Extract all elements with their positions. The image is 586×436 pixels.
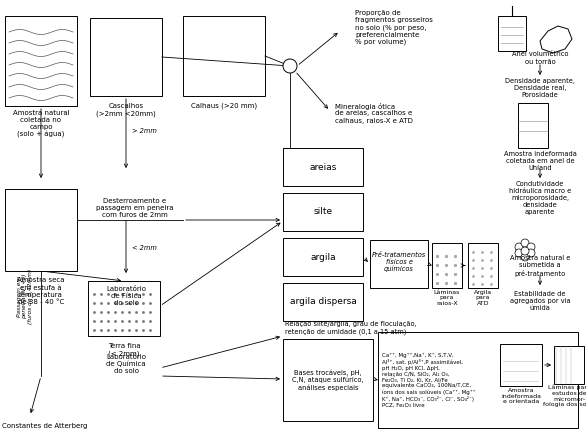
Ellipse shape — [50, 195, 60, 203]
Circle shape — [521, 239, 529, 247]
Text: Laboratório
de Química
do solo: Laboratório de Química do solo — [106, 354, 146, 374]
Text: Amostra natural
coletada no
campo
(solo + água): Amostra natural coletada no campo (solo … — [13, 110, 69, 138]
Text: Amostra indeformada
coletada em anel de
Uhland: Amostra indeformada coletada em anel de … — [503, 151, 577, 171]
Bar — [500, 344, 542, 386]
Bar — [283, 238, 363, 276]
Text: Laboratório
de Física
do solo: Laboratório de Física do solo — [106, 286, 146, 306]
Ellipse shape — [10, 242, 20, 249]
Text: Anel volumétrico
ou torrão: Anel volumétrico ou torrão — [512, 51, 568, 65]
Ellipse shape — [10, 198, 20, 204]
Text: Mineralogia ótica
de areias, cascalhos e
calhaus, raios-X e ATD: Mineralogia ótica de areias, cascalhos e… — [335, 102, 413, 123]
Bar — [283, 339, 373, 421]
Ellipse shape — [45, 39, 56, 47]
Ellipse shape — [33, 218, 43, 225]
Text: Argila
para
ATD: Argila para ATD — [474, 290, 492, 307]
Ellipse shape — [110, 82, 120, 90]
Ellipse shape — [97, 70, 107, 78]
Ellipse shape — [39, 57, 50, 65]
Bar — [554, 346, 584, 384]
Ellipse shape — [22, 87, 33, 95]
Text: Amostra natural e
submetida a
pré-tratamento: Amostra natural e submetida a pré-tratam… — [510, 255, 570, 276]
Ellipse shape — [33, 240, 43, 248]
Ellipse shape — [7, 221, 17, 228]
Ellipse shape — [53, 245, 63, 252]
Bar — [5, 16, 77, 106]
Circle shape — [521, 247, 529, 255]
Bar — [183, 16, 265, 96]
Text: Bases trocáveis, pH,
C,N, ataque sulfúrico,
análises especiais: Bases trocáveis, pH, C,N, ataque sulfúri… — [292, 369, 364, 391]
Ellipse shape — [42, 229, 52, 237]
Polygon shape — [540, 26, 572, 53]
Text: Cascalhos
(>2mm <20mm): Cascalhos (>2mm <20mm) — [96, 103, 156, 117]
Ellipse shape — [15, 17, 26, 25]
Text: Lâminas
para
raios-X: Lâminas para raios-X — [434, 290, 460, 307]
Ellipse shape — [91, 54, 103, 62]
Text: Terra fina
(< 2mm): Terra fina (< 2mm) — [108, 343, 140, 357]
Ellipse shape — [30, 192, 40, 200]
Text: > 2mm: > 2mm — [132, 128, 157, 134]
Ellipse shape — [36, 22, 47, 30]
Bar — [498, 16, 526, 51]
Bar — [88, 281, 160, 336]
Circle shape — [515, 243, 523, 251]
Ellipse shape — [9, 34, 21, 42]
Bar — [518, 103, 548, 148]
Text: Ca⁺⁺, Mg⁺⁺,Na⁺, K⁺, S,T,V,
Al³⁺, sat. p/Al³⁺,P assimilável,
pH H₂O, pH KCl, ΔpH,: Ca⁺⁺, Mg⁺⁺,Na⁺, K⁺, S,T,V, Al³⁺, sat. p/… — [382, 353, 475, 407]
Text: Lâminas para
estudos de
micromor-
fologia dos solos: Lâminas para estudos de micromor- fologi… — [543, 385, 586, 408]
Text: Densidade aparente,
Densidade real,
Porosidade: Densidade aparente, Densidade real, Poro… — [505, 78, 575, 98]
Text: Calhaus (>20 mm): Calhaus (>20 mm) — [191, 103, 257, 109]
Text: Passagem em
peneira (N° 40)
(furos de 0,42mm): Passagem em peneira (N° 40) (furos de 0,… — [16, 269, 33, 324]
Circle shape — [527, 249, 535, 257]
Ellipse shape — [37, 204, 47, 211]
Ellipse shape — [35, 74, 46, 82]
Ellipse shape — [125, 72, 135, 80]
Text: areias: areias — [309, 163, 337, 171]
Text: < 2mm: < 2mm — [132, 245, 157, 251]
Circle shape — [283, 59, 297, 73]
Bar — [432, 243, 462, 288]
Circle shape — [527, 243, 535, 251]
Text: Amostra
indeformada
e orientada: Amostra indeformada e orientada — [501, 388, 541, 404]
Ellipse shape — [19, 54, 30, 62]
Text: Estabilidade de
agregados por via
úmida: Estabilidade de agregados por via úmida — [510, 291, 570, 311]
Bar — [468, 243, 498, 288]
Ellipse shape — [121, 24, 132, 32]
Ellipse shape — [15, 208, 25, 215]
Ellipse shape — [130, 42, 141, 50]
Text: argila dispersa: argila dispersa — [289, 297, 356, 307]
Text: Relação silte/argila, grau de floculação,
retenção de umidade (0,1 a 15 atm): Relação silte/argila, grau de floculação… — [285, 321, 417, 335]
Text: Desterroamento e
passagem em peneira
com furos de 2mm: Desterroamento e passagem em peneira com… — [96, 198, 174, 218]
Ellipse shape — [94, 27, 105, 35]
Polygon shape — [190, 18, 228, 46]
Ellipse shape — [17, 232, 27, 239]
Ellipse shape — [55, 211, 65, 218]
Text: silte: silte — [314, 208, 333, 217]
Ellipse shape — [135, 60, 145, 68]
Ellipse shape — [12, 70, 23, 78]
Text: argila: argila — [310, 252, 336, 262]
Text: Constantes de Atterberg: Constantes de Atterberg — [2, 423, 88, 429]
Bar — [5, 189, 77, 271]
Bar — [378, 332, 578, 428]
Text: Amostra seca
em estufa à
temperatura
de 38 - 40 °C: Amostra seca em estufa à temperatura de … — [17, 277, 64, 304]
Polygon shape — [225, 38, 262, 63]
Bar — [283, 193, 363, 231]
Ellipse shape — [117, 57, 127, 65]
Ellipse shape — [42, 90, 53, 98]
Ellipse shape — [53, 222, 63, 230]
Text: Pré-tratamentos
físicos e
químicos: Pré-tratamentos físicos e químicos — [372, 252, 426, 272]
Text: Proporção de
fragmentos grosseiros
no solo (% por peso,
preferencialmente
% por : Proporção de fragmentos grosseiros no so… — [355, 10, 433, 45]
Circle shape — [515, 249, 523, 257]
Ellipse shape — [103, 39, 114, 47]
Bar — [370, 240, 428, 288]
Bar — [283, 283, 363, 321]
Bar — [283, 148, 363, 186]
Polygon shape — [193, 51, 218, 73]
Circle shape — [521, 253, 529, 261]
Bar — [90, 18, 162, 96]
Text: Condutividade
hidráulica macro e
microporosidade,
densidade
aparente: Condutividade hidráulica macro e micropo… — [509, 181, 571, 215]
